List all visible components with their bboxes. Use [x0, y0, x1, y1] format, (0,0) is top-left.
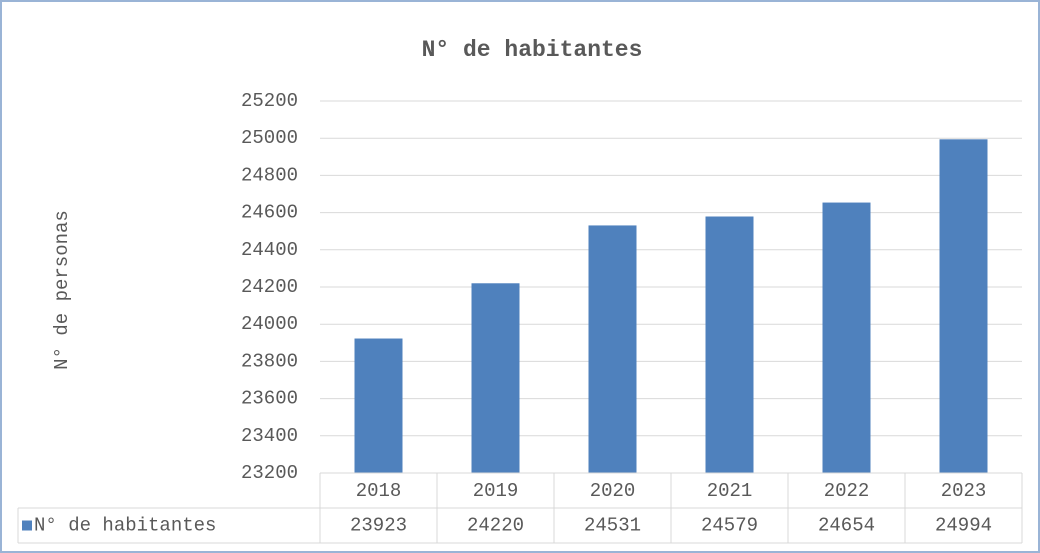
y-tick-label: 23800 — [241, 350, 298, 372]
x-tick-label: 2022 — [824, 480, 870, 502]
y-tick-label: 24800 — [241, 164, 298, 186]
y-tick-label: 24400 — [241, 239, 298, 261]
y-axis-label: N° de personas — [51, 210, 73, 370]
y-tick-label: 23400 — [241, 425, 298, 447]
x-tick-label: 2018 — [356, 480, 402, 502]
bar — [471, 283, 520, 473]
bar — [939, 139, 988, 474]
legend-key — [22, 520, 32, 531]
y-tick-label: 24600 — [241, 202, 298, 224]
table-value: 23923 — [350, 515, 407, 537]
table-value: 24994 — [935, 515, 992, 537]
x-tick-label: 2019 — [473, 480, 519, 502]
chart-title: N° de habitantes — [422, 37, 643, 63]
bar — [354, 338, 403, 473]
bar — [588, 225, 637, 473]
x-tick-label: 2021 — [707, 480, 753, 502]
y-tick-label: 25200 — [241, 90, 298, 112]
table-value: 24220 — [467, 515, 524, 537]
bar — [705, 216, 754, 474]
table-value: 24531 — [584, 515, 641, 537]
bar — [822, 202, 871, 473]
y-tick-label: 24000 — [241, 313, 298, 335]
y-tick-label: 23600 — [241, 388, 298, 410]
x-tick-label: 2023 — [941, 480, 987, 502]
y-tick-label: 23200 — [241, 462, 298, 484]
x-tick-label: 2020 — [590, 480, 636, 502]
legend-label: N° de habitantes — [34, 515, 216, 537]
y-tick-label: 24200 — [241, 276, 298, 298]
table-value: 24654 — [818, 515, 875, 537]
y-tick-label: 25000 — [241, 127, 298, 149]
table-value: 24579 — [701, 515, 758, 537]
